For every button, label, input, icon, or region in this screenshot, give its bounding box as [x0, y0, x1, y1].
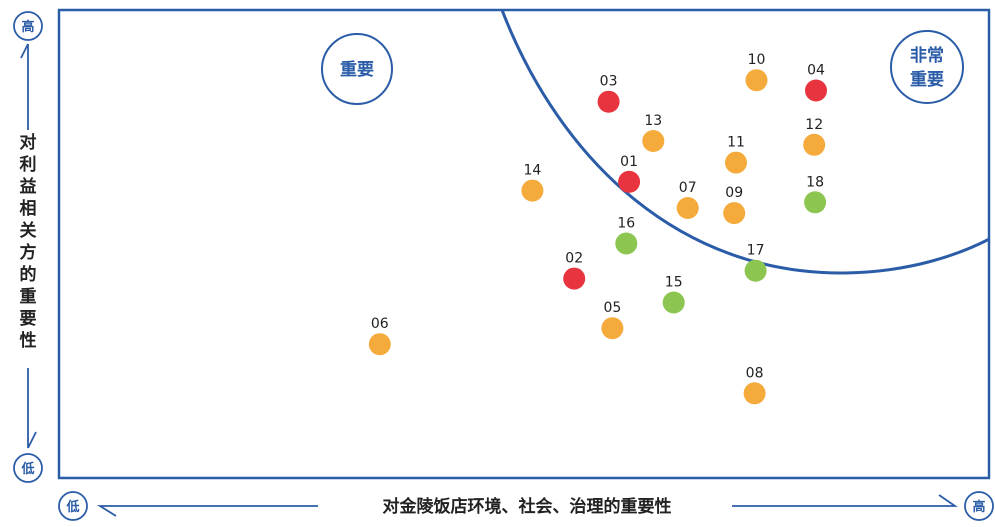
point-label-08: 08: [746, 365, 764, 381]
x-axis-title: 对金陵饭店环境、社会、治理的重要性: [383, 496, 672, 517]
y-axis-low-cap: 低: [13, 453, 43, 483]
point-05: [601, 317, 624, 340]
x-axis-low-label: 低: [65, 499, 79, 515]
point-label-15: 15: [665, 275, 683, 291]
zone-important-label: 重要: [340, 59, 374, 80]
point-label-17: 17: [747, 243, 765, 259]
zone-very-important: 非常 重要: [890, 30, 964, 104]
point-01: [618, 170, 641, 193]
point-02: [563, 267, 586, 290]
x-axis-low-cap: 低: [58, 491, 88, 521]
point-16: [615, 232, 638, 255]
point-label-05: 05: [603, 300, 621, 316]
y-axis-high-label: 高: [21, 19, 34, 35]
x-axis-arrow-right: [732, 494, 958, 507]
y-axis-title: 对利益相关方的重要性: [20, 132, 37, 351]
y-axis-low-label: 低: [20, 461, 34, 477]
point-label-03: 03: [600, 74, 618, 90]
point-label-10: 10: [748, 52, 766, 68]
point-07: [676, 197, 699, 219]
point-08: [743, 382, 766, 405]
point-label-11: 11: [727, 135, 745, 151]
data-points: 01 02 03 04 05 06 07 08 09 10 11 12 13 14 15 16 17 18: [368, 52, 827, 405]
x-axis-high-cap: 高: [964, 491, 994, 521]
zone-important: 重要: [321, 33, 393, 105]
point-14: [521, 179, 544, 202]
point-label-18: 18: [806, 174, 824, 190]
point-15: [662, 291, 685, 314]
point-09: [723, 202, 746, 225]
y-axis-arrow-up: [20, 43, 29, 130]
point-17: [744, 259, 767, 282]
point-label-14: 14: [523, 163, 541, 179]
point-11: [725, 151, 747, 174]
point-label-13: 13: [644, 113, 662, 129]
point-04: [805, 79, 827, 102]
x-axis-arrow-left: [96, 505, 318, 517]
point-03: [597, 90, 620, 113]
zone-very-important-label-line1: 非常: [910, 45, 944, 66]
point-06: [368, 333, 391, 356]
point-label-04: 04: [807, 63, 825, 79]
point-label-07: 07: [679, 180, 697, 196]
plot-frame: [57, 8, 991, 480]
point-label-16: 16: [617, 216, 635, 232]
point-label-09: 09: [725, 185, 743, 201]
point-label-01: 01: [620, 154, 638, 170]
point-18: [804, 191, 827, 214]
y-axis-high-cap: 高: [13, 11, 43, 41]
point-12: [803, 133, 826, 156]
point-label-02: 02: [565, 251, 583, 267]
point-10: [745, 69, 768, 92]
point-label-06: 06: [371, 316, 389, 332]
x-axis-high-label: 高: [972, 499, 985, 515]
point-label-12: 12: [805, 117, 823, 133]
zone-very-important-label-line2: 重要: [910, 69, 944, 90]
y-axis-arrow-down: [27, 368, 37, 449]
point-13: [642, 130, 665, 152]
